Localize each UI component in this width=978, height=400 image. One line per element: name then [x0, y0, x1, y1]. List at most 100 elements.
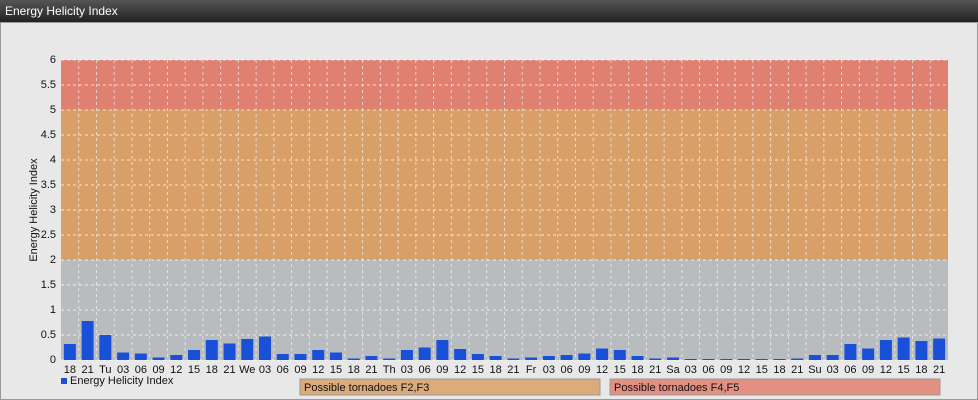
- y-tick-label: 3.5: [41, 179, 56, 191]
- bar: [578, 353, 591, 360]
- chart: Energy Helicity Index 0 0.5 1 1.5 2 2.5 3 3.5 4 4…: [0, 22, 978, 400]
- y-tick-label: 5: [50, 104, 56, 116]
- y-tick-label: 1.5: [41, 279, 56, 291]
- x-tick-label: 21: [223, 364, 235, 376]
- bar: [63, 344, 76, 360]
- bar: [613, 350, 626, 360]
- bar: [844, 344, 857, 360]
- x-tick-label: 15: [614, 364, 626, 376]
- x-tick-label: 06: [560, 364, 572, 376]
- x-tick-label: 03: [117, 364, 129, 376]
- bar: [933, 338, 946, 360]
- x-tick-label: 06: [135, 364, 147, 376]
- x-tick-label: 18: [631, 364, 643, 376]
- x-tick-label: 18: [64, 364, 76, 376]
- bar: [436, 340, 449, 360]
- bar: [81, 321, 94, 360]
- bar: [667, 357, 680, 360]
- bar: [205, 340, 218, 360]
- x-tick-label: 09: [862, 364, 874, 376]
- bar: [471, 354, 484, 360]
- x-tick-label: 09: [720, 364, 732, 376]
- bar: [808, 355, 821, 360]
- y-tick-label: 4: [50, 154, 56, 166]
- bar: [702, 359, 715, 360]
- band-legend-label: Possible tornadoes F2,F3: [304, 382, 429, 394]
- y-tick-label: 2.5: [41, 229, 56, 241]
- bar: [879, 340, 892, 360]
- x-tick-label: 09: [152, 364, 164, 376]
- x-tick-label: 06: [277, 364, 289, 376]
- bar: [862, 348, 875, 360]
- bar: [347, 358, 360, 360]
- y-tick-label: 4.5: [41, 129, 56, 141]
- x-tick-label: 03: [543, 364, 555, 376]
- bar: [383, 358, 396, 360]
- bar: [631, 356, 644, 360]
- x-tick-label: 03: [685, 364, 697, 376]
- legend-label: Energy Helicity Index: [70, 375, 174, 387]
- x-tick-label: 12: [312, 364, 324, 376]
- x-tick-label: 21: [649, 364, 661, 376]
- bar: [791, 358, 804, 360]
- bar: [737, 359, 750, 360]
- bar: [152, 357, 165, 360]
- bar: [400, 350, 413, 360]
- bar: [489, 356, 502, 360]
- bar: [99, 335, 112, 360]
- x-tick-label: We: [239, 364, 255, 376]
- x-tick-label: 12: [596, 364, 608, 376]
- x-tick-label: 18: [206, 364, 218, 376]
- x-tick-label: Tu: [99, 364, 111, 376]
- x-tick-label: Sa: [666, 364, 680, 376]
- x-tick-label: 12: [880, 364, 892, 376]
- bar: [773, 359, 786, 360]
- title-bar: Energy Helicity Index: [0, 0, 978, 22]
- x-tick-label: 12: [454, 364, 466, 376]
- band-legend-box: [299, 378, 601, 396]
- bar: [365, 356, 378, 360]
- x-tick-label: 03: [401, 364, 413, 376]
- bar: [542, 356, 555, 360]
- y-tick-label: 5.5: [41, 79, 56, 91]
- x-tick-label: 18: [348, 364, 360, 376]
- bar: [560, 355, 573, 360]
- bar: [241, 339, 254, 360]
- x-tick-label: 15: [472, 364, 484, 376]
- bar: [649, 358, 662, 360]
- bar: [596, 348, 609, 360]
- x-tick-label: 06: [844, 364, 856, 376]
- x-tick-label: 03: [827, 364, 839, 376]
- y-tick-label: 1: [50, 304, 56, 316]
- x-tick-label: 09: [294, 364, 306, 376]
- bar: [507, 358, 520, 360]
- bar: [454, 349, 467, 360]
- bar: [170, 355, 183, 360]
- y-tick-label: 3: [50, 204, 56, 216]
- x-tick-label: 03: [259, 364, 271, 376]
- bar: [720, 359, 733, 360]
- bar: [755, 359, 768, 360]
- bar: [684, 359, 697, 360]
- band-legend-label: Possible tornadoes F4,F5: [614, 382, 739, 394]
- bar: [223, 343, 236, 360]
- bar: [259, 336, 272, 360]
- y-tick-label: 0.5: [41, 329, 56, 341]
- y-tick-label: 2: [50, 254, 56, 266]
- bar: [418, 347, 431, 360]
- y-tick-label: 6: [50, 54, 56, 66]
- x-tick-label: 15: [330, 364, 342, 376]
- bar: [117, 352, 130, 360]
- band-legend-box: [609, 378, 941, 396]
- x-tick-label: 21: [365, 364, 377, 376]
- bar: [915, 341, 928, 360]
- x-tick-label: 06: [419, 364, 431, 376]
- bar: [188, 350, 201, 360]
- x-tick-label: 15: [898, 364, 910, 376]
- y-tick-label: 0: [50, 354, 56, 366]
- bar: [134, 353, 147, 360]
- x-tick-label: 09: [436, 364, 448, 376]
- x-tick-label: Th: [383, 364, 396, 376]
- y-axis-label: Energy Helicity Index: [28, 158, 40, 262]
